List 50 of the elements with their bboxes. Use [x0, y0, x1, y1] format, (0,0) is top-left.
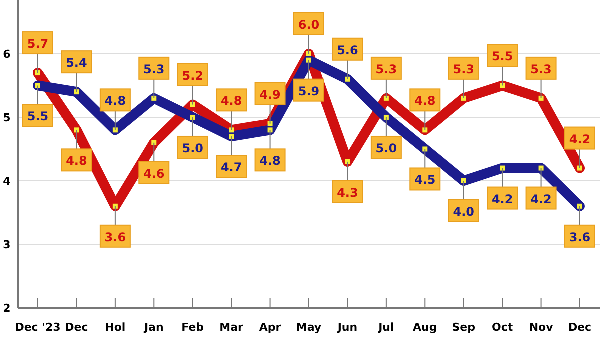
data-label: 3.6 [104, 230, 126, 244]
data-label: 5.0 [182, 141, 204, 156]
x-tick-label: Dec [568, 321, 592, 334]
data-label: 6.0 [298, 18, 320, 32]
x-tick-label: Jul [378, 321, 394, 334]
x-tick-label: Nov [529, 321, 554, 334]
data-label: 3.6 [569, 230, 591, 244]
data-label: 5.7 [27, 37, 49, 52]
data-label: 4.0 [453, 204, 474, 219]
x-tick-label: Apr [259, 321, 282, 334]
x-tick-label: Oct [492, 321, 514, 334]
data-label: 4.8 [66, 154, 88, 168]
x-tick-label: Feb [182, 321, 204, 334]
data-label: 4.2 [569, 132, 591, 146]
y-tick-label: 6 [3, 48, 12, 61]
x-tick-label: Dec '23 [15, 321, 61, 334]
data-label: 5.3 [530, 62, 552, 76]
data-label: 4.8 [260, 154, 281, 168]
data-label: 5.2 [182, 68, 204, 83]
data-label: 4.8 [220, 94, 242, 108]
data-label: 4.2 [530, 192, 552, 206]
data-label: 5.4 [66, 56, 88, 70]
x-tick-label: Jun [336, 321, 358, 334]
x-tick-label: Sep [452, 321, 476, 334]
data-label: 4.6 [144, 166, 165, 181]
data-label: 4.2 [492, 192, 514, 206]
data-label: 5.3 [453, 62, 474, 76]
y-tick-label: 2 [3, 302, 11, 315]
data-label: 5.9 [298, 84, 320, 98]
data-label: 5.3 [144, 62, 165, 76]
data-label: 5.5 [27, 110, 49, 124]
data-label: 4.9 [260, 88, 281, 102]
data-label: 4.3 [337, 186, 358, 200]
y-tick-label: 4 [3, 174, 12, 188]
data-label: 4.8 [104, 94, 126, 108]
data-label: 5.6 [337, 43, 358, 58]
data-label: 4.8 [414, 94, 436, 108]
y-tick-label: 3 [3, 238, 11, 252]
x-tick-label: Aug [413, 321, 438, 334]
data-label: 4.7 [220, 160, 242, 175]
data-label: 5.3 [376, 62, 398, 76]
x-tick-label: Mar [220, 321, 244, 334]
x-tick-label: May [296, 321, 322, 334]
data-label: 5.0 [376, 141, 398, 156]
x-tick-label: Hol [105, 321, 126, 334]
x-tick-label: Jan [143, 321, 164, 334]
x-tick-label: Dec [65, 321, 88, 334]
data-label: 4.5 [414, 173, 436, 188]
data-label: 5.5 [492, 50, 514, 64]
y-tick-label: 5 [3, 111, 11, 124]
